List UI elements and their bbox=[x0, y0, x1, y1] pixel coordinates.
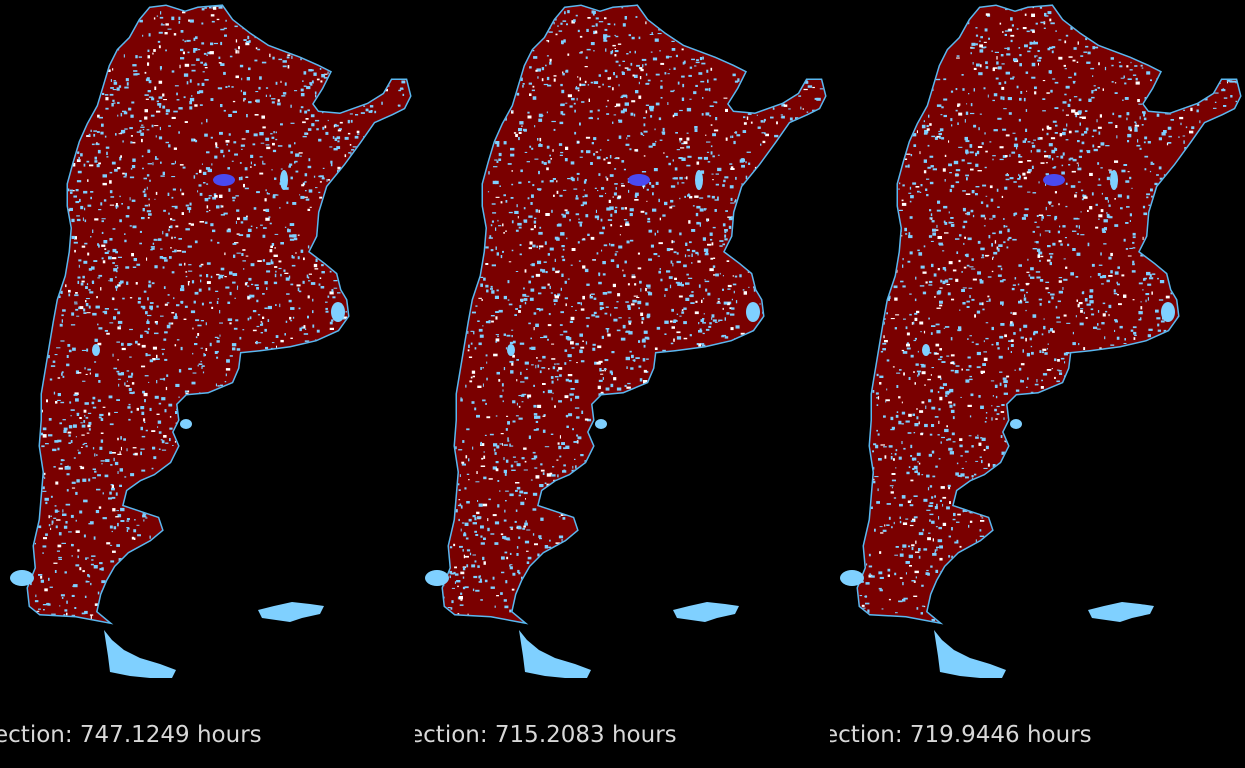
lake bbox=[1110, 170, 1118, 190]
coastal-water bbox=[10, 570, 34, 586]
tierra-del-fuego bbox=[519, 630, 591, 678]
coastal-water bbox=[1161, 302, 1175, 322]
panel-caption: ection: 715.2083 hours bbox=[415, 722, 677, 748]
lake bbox=[595, 419, 607, 429]
map-panel-3: ection: 719.9446 hours bbox=[830, 0, 1245, 768]
lake bbox=[1043, 174, 1065, 186]
argentina-map bbox=[840, 4, 1242, 678]
tierra-del-fuego bbox=[104, 630, 176, 678]
panel-caption: ection: 719.9446 hours bbox=[830, 722, 1092, 748]
coastal-water bbox=[331, 302, 345, 322]
lake bbox=[695, 170, 703, 190]
mainland-region bbox=[443, 6, 825, 622]
lake bbox=[1010, 419, 1022, 429]
lake bbox=[280, 170, 288, 190]
lake bbox=[180, 419, 192, 429]
malvinas-islands bbox=[673, 602, 739, 622]
malvinas-islands bbox=[1088, 602, 1154, 622]
map-panel-1: ection: 747.1249 hours bbox=[0, 0, 415, 768]
lake bbox=[213, 174, 235, 186]
argentina-map bbox=[10, 4, 412, 678]
map-panel-2: ection: 715.2083 hours bbox=[415, 0, 830, 768]
argentina-map bbox=[425, 4, 827, 678]
tierra-del-fuego bbox=[934, 630, 1006, 678]
lake bbox=[507, 344, 515, 356]
mainland-region bbox=[28, 6, 410, 622]
malvinas-islands bbox=[258, 602, 324, 622]
coastal-water bbox=[840, 570, 864, 586]
panel-caption: ection: 747.1249 hours bbox=[0, 722, 262, 748]
coastal-water bbox=[746, 302, 760, 322]
lake bbox=[92, 344, 100, 356]
mainland-region bbox=[858, 6, 1240, 622]
coastal-water bbox=[425, 570, 449, 586]
lake bbox=[922, 344, 930, 356]
lake bbox=[628, 174, 650, 186]
